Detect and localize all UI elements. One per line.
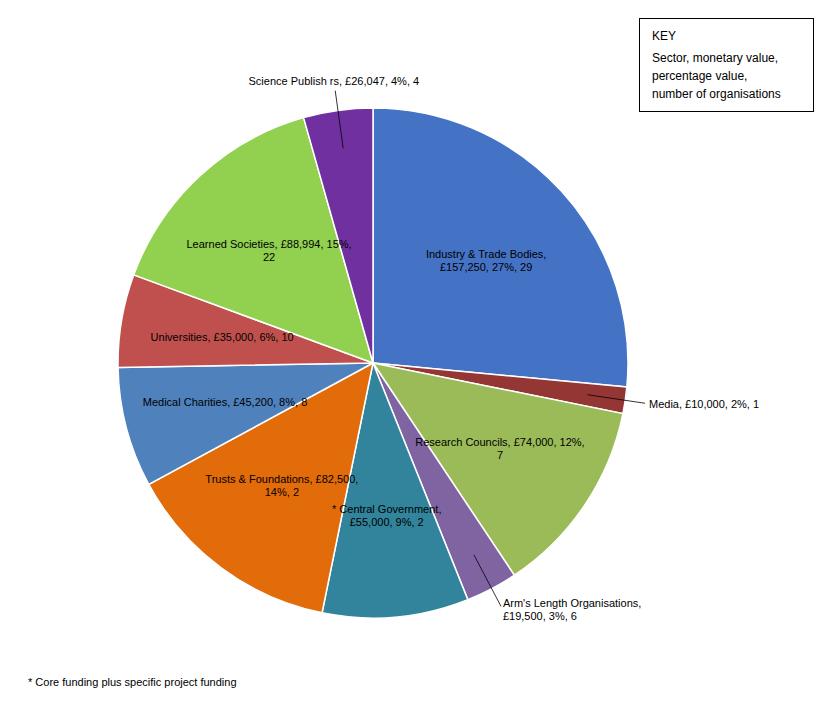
html-text:* Core funding plus specific p: * Core funding plus specific project fun… bbox=[28, 676, 237, 688]
svg-text:Universities, £35,000, 6%, 10: Universities, £35,000, 6%, 10 bbox=[151, 331, 294, 343]
svg-text:Media, £10,000, 2%, 1: Media, £10,000, 2%, 1 bbox=[649, 398, 759, 410]
html-text:percentage value,: percentage value, bbox=[652, 69, 748, 83]
html-text:KEY: KEY bbox=[652, 29, 676, 43]
html-text:number of organisations: number of organisations bbox=[652, 87, 781, 101]
svg-text:Learned Societies, £88,994, 15: Learned Societies, £88,994, 15%,22 bbox=[187, 238, 352, 263]
svg-text:Industry & Trade Bodies,£157,2: Industry & Trade Bodies,£157,250, 27%, 2… bbox=[426, 248, 546, 273]
svg-text:Science Publish rs, £26,047,: Science Publish rs, £26,047, 4%, 4 bbox=[249, 75, 420, 87]
svg-text:Medical Charities, £45,200, 8%: Medical Charities, £45,200, 8%, 8 bbox=[143, 396, 307, 408]
svg-text:Research Councils, £74,000, 12: Research Councils, £74,000, 12%,7 bbox=[415, 436, 584, 461]
svg-text:Trusts & Foundations, £82,500,: Trusts & Foundations, £82,500,14%, 2 bbox=[205, 473, 358, 498]
html-text:Sector, monetary value,: Sector, monetary value, bbox=[652, 51, 779, 65]
svg-text:Arm's Length Organisations,£19: Arm's Length Organisations,£19,500, 3%, … bbox=[503, 597, 641, 622]
svg-text:* Central Government,£55,000,: * Central Government,£55,000, 9%, 2 bbox=[332, 503, 441, 528]
